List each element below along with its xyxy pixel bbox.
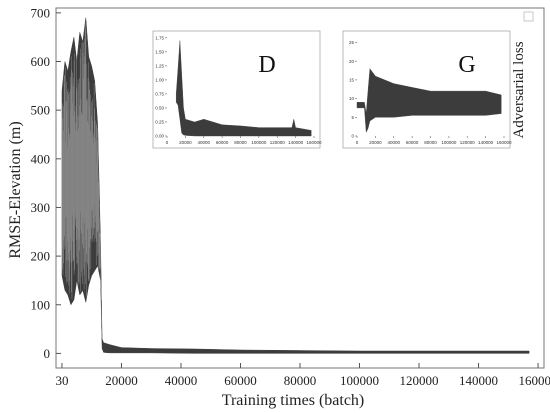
x-axis-ticks: 30 20000 40000 60000 80000 100000 120000 140000… — [55, 363, 550, 388]
x-tick-label: 160000 — [519, 373, 550, 388]
x-tick-label: 30 — [55, 373, 68, 388]
inset-y-tick-label: 0 — [351, 134, 354, 139]
inset-g-x-ticks: 0 20000 40000 60000 80000 100000 120000 140000 1… — [356, 136, 512, 145]
y-tick-label: 0 — [44, 346, 51, 361]
inset-y-tick-label: 1.25 — [155, 63, 164, 68]
inset-x-tick-label: 140000 — [478, 140, 494, 145]
inset-x-tick-label: 100000 — [251, 140, 267, 145]
inset-x-tick-label: 40000 — [197, 140, 210, 145]
x-tick-label: 100000 — [340, 373, 379, 388]
inset-y-tick-label: 25 — [349, 40, 355, 45]
inset-y-tick-label: 0.75 — [155, 92, 164, 97]
inset-x-tick-label: 100000 — [441, 140, 457, 145]
inset-x-tick-label: 0 — [166, 140, 169, 145]
inset-x-tick-label: 40000 — [387, 140, 400, 145]
inset-g-plot: 0 20000 40000 60000 80000 100000 120000 140000 1… — [342, 30, 527, 149]
inset-y-tick-label: 1.00 — [155, 77, 164, 82]
inset-x-tick-label: 80000 — [424, 140, 437, 145]
inset-g-y-label: Adversarial loss — [511, 41, 527, 138]
x-tick-label: 120000 — [400, 373, 439, 388]
inset-x-tick-label: 140000 — [288, 140, 304, 145]
inset-x-tick-label: 20000 — [179, 140, 192, 145]
x-tick-label: 40000 — [165, 373, 198, 388]
y-tick-label: 600 — [31, 54, 51, 69]
rmse-elevation-spikes — [61, 22, 103, 339]
y-axis-ticks: 0 100 200 300 400 500 600 700 — [31, 5, 61, 361]
rmse-elevation-series — [61, 17, 530, 354]
main-plot: 30 20000 40000 60000 80000 100000 120000 140000… — [7, 5, 550, 409]
legend-box — [523, 11, 534, 22]
y-tick-label: 700 — [31, 5, 51, 20]
y-axis-label: RMSE-Elevation (m) — [7, 121, 24, 258]
inset-y-tick-label: 0.00 — [155, 134, 164, 139]
inset-y-tick-label: 20 — [349, 59, 355, 64]
inset-y-tick-label: 5 — [351, 115, 354, 120]
inset-d-title: D — [258, 52, 275, 78]
x-tick-label: 20000 — [105, 373, 138, 388]
inset-y-tick-label: 1.75 — [155, 35, 164, 40]
inset-x-tick-label: 20000 — [369, 140, 382, 145]
inset-x-tick-label: 160000 — [496, 140, 512, 145]
inset-d-plot: 0 20000 40000 60000 80000 100000 120000 140000 1… — [152, 30, 322, 149]
inset-y-tick-label: 10 — [349, 96, 355, 101]
y-tick-label: 400 — [31, 151, 51, 166]
inset-y-tick-label: 0.50 — [155, 106, 164, 111]
inset-d-y-ticks: 0.00 0.25 0.50 0.75 1.00 1.25 1.50 1.75 — [155, 35, 167, 139]
y-tick-label: 100 — [31, 297, 51, 312]
x-axis-label: Training times (batch) — [222, 392, 365, 409]
inset-g-title: G — [458, 52, 475, 78]
inset-x-tick-label: 0 — [356, 140, 359, 145]
inset-x-tick-label: 60000 — [216, 140, 229, 145]
x-tick-label: 80000 — [284, 373, 317, 388]
inset-x-tick-label: 120000 — [460, 140, 476, 145]
inset-x-tick-label: 60000 — [406, 140, 419, 145]
inset-y-tick-label: 15 — [349, 77, 355, 82]
inset-d-x-ticks: 0 20000 40000 60000 80000 100000 120000 140000 1… — [166, 136, 322, 145]
inset-y-tick-label: 0.25 — [155, 120, 164, 125]
inset-d-series — [176, 40, 312, 137]
inset-y-tick-label: 1.50 — [155, 49, 164, 54]
y-tick-label: 500 — [31, 103, 51, 118]
y-tick-label: 200 — [31, 249, 51, 264]
inset-g-series — [356, 68, 502, 134]
y-tick-label: 300 — [31, 200, 51, 215]
inset-x-tick-label: 160000 — [306, 140, 322, 145]
inset-g-frame — [342, 30, 511, 149]
inset-g-y-ticks: 0 5 10 15 20 25 — [349, 40, 357, 139]
inset-x-tick-label: 120000 — [270, 140, 286, 145]
x-tick-label: 140000 — [459, 373, 498, 388]
x-tick-label: 60000 — [224, 373, 257, 388]
inset-x-tick-label: 80000 — [234, 140, 247, 145]
